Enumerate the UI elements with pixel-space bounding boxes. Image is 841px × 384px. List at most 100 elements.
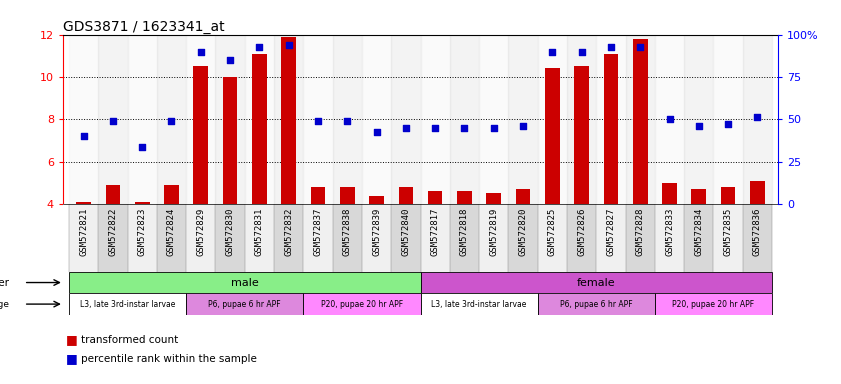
Bar bbox=[332, 35, 362, 204]
Bar bbox=[245, 204, 274, 272]
Bar bbox=[310, 187, 325, 204]
Bar bbox=[626, 35, 655, 204]
Point bbox=[546, 48, 559, 55]
Bar bbox=[304, 204, 332, 272]
Text: ■: ■ bbox=[66, 353, 77, 366]
Point bbox=[663, 116, 676, 122]
Bar bbox=[186, 204, 215, 272]
Bar bbox=[509, 204, 537, 272]
Bar bbox=[164, 185, 179, 204]
Text: GSM572817: GSM572817 bbox=[431, 207, 440, 256]
Point bbox=[604, 44, 617, 50]
Point bbox=[135, 144, 149, 150]
Bar bbox=[479, 35, 509, 204]
Bar bbox=[537, 293, 655, 315]
Bar bbox=[69, 204, 98, 272]
Text: female: female bbox=[577, 278, 616, 288]
Bar bbox=[537, 35, 567, 204]
Text: transformed count: transformed count bbox=[81, 335, 178, 345]
Bar bbox=[713, 204, 743, 272]
Point bbox=[428, 125, 442, 131]
Bar bbox=[252, 54, 267, 204]
Bar bbox=[428, 191, 442, 204]
Point bbox=[77, 133, 90, 139]
Point bbox=[692, 122, 706, 129]
Text: ■: ■ bbox=[66, 333, 77, 346]
Bar bbox=[450, 35, 479, 204]
Bar bbox=[245, 35, 274, 204]
Text: GDS3871 / 1623341_at: GDS3871 / 1623341_at bbox=[63, 20, 225, 33]
Point bbox=[311, 118, 325, 124]
Bar bbox=[391, 204, 420, 272]
Bar bbox=[156, 35, 186, 204]
Point bbox=[458, 125, 471, 131]
Bar bbox=[750, 181, 764, 204]
Bar bbox=[304, 293, 420, 315]
Bar bbox=[691, 189, 706, 204]
Bar bbox=[685, 35, 713, 204]
Bar bbox=[604, 54, 618, 204]
Bar bbox=[274, 204, 304, 272]
Bar bbox=[596, 204, 626, 272]
Text: L3, late 3rd-instar larvae: L3, late 3rd-instar larvae bbox=[431, 300, 526, 309]
Text: GSM572829: GSM572829 bbox=[196, 207, 205, 256]
Bar bbox=[596, 35, 626, 204]
Text: P20, pupae 20 hr APF: P20, pupae 20 hr APF bbox=[321, 300, 403, 309]
Bar bbox=[420, 293, 537, 315]
Point bbox=[194, 48, 208, 55]
Bar bbox=[186, 293, 304, 315]
Text: GSM572839: GSM572839 bbox=[372, 207, 381, 256]
Bar bbox=[135, 202, 150, 204]
Bar bbox=[537, 204, 567, 272]
Text: P20, pupae 20 hr APF: P20, pupae 20 hr APF bbox=[673, 300, 754, 309]
Bar bbox=[98, 204, 128, 272]
Bar bbox=[215, 204, 245, 272]
Point bbox=[106, 118, 119, 124]
Bar bbox=[128, 35, 156, 204]
Bar bbox=[193, 66, 208, 204]
Bar bbox=[340, 187, 355, 204]
Point bbox=[633, 44, 647, 50]
Bar bbox=[567, 35, 596, 204]
Bar bbox=[685, 204, 713, 272]
Text: GSM572823: GSM572823 bbox=[138, 207, 146, 256]
Text: GSM572834: GSM572834 bbox=[695, 207, 703, 256]
Bar bbox=[215, 35, 245, 204]
Bar bbox=[655, 35, 685, 204]
Text: GSM572820: GSM572820 bbox=[519, 207, 527, 256]
Bar bbox=[420, 35, 450, 204]
Bar bbox=[69, 293, 186, 315]
Bar bbox=[128, 204, 156, 272]
Text: P6, pupae 6 hr APF: P6, pupae 6 hr APF bbox=[560, 300, 632, 309]
Bar bbox=[69, 35, 98, 204]
Bar bbox=[574, 66, 589, 204]
Bar bbox=[450, 204, 479, 272]
Bar bbox=[77, 202, 91, 204]
Text: GSM572818: GSM572818 bbox=[460, 207, 469, 256]
Bar bbox=[458, 191, 472, 204]
Bar bbox=[516, 189, 531, 204]
Bar bbox=[362, 204, 391, 272]
Bar bbox=[274, 35, 304, 204]
Point bbox=[341, 118, 354, 124]
Text: GSM572825: GSM572825 bbox=[547, 207, 557, 256]
Text: GSM572832: GSM572832 bbox=[284, 207, 294, 256]
Text: P6, pupae 6 hr APF: P6, pupae 6 hr APF bbox=[209, 300, 281, 309]
Point bbox=[252, 44, 266, 50]
Bar bbox=[545, 68, 559, 204]
Bar bbox=[743, 204, 772, 272]
Text: GSM572827: GSM572827 bbox=[606, 207, 616, 256]
Bar bbox=[721, 187, 735, 204]
Bar bbox=[304, 35, 332, 204]
Point bbox=[370, 129, 383, 135]
Bar bbox=[743, 35, 772, 204]
Bar bbox=[156, 204, 186, 272]
Text: GSM572819: GSM572819 bbox=[489, 207, 498, 256]
Bar bbox=[186, 35, 215, 204]
Bar bbox=[98, 35, 128, 204]
Point bbox=[282, 42, 295, 48]
Text: L3, late 3rd-instar larvae: L3, late 3rd-instar larvae bbox=[80, 300, 175, 309]
Bar bbox=[662, 183, 677, 204]
Text: GSM572821: GSM572821 bbox=[79, 207, 88, 256]
Bar bbox=[479, 204, 509, 272]
